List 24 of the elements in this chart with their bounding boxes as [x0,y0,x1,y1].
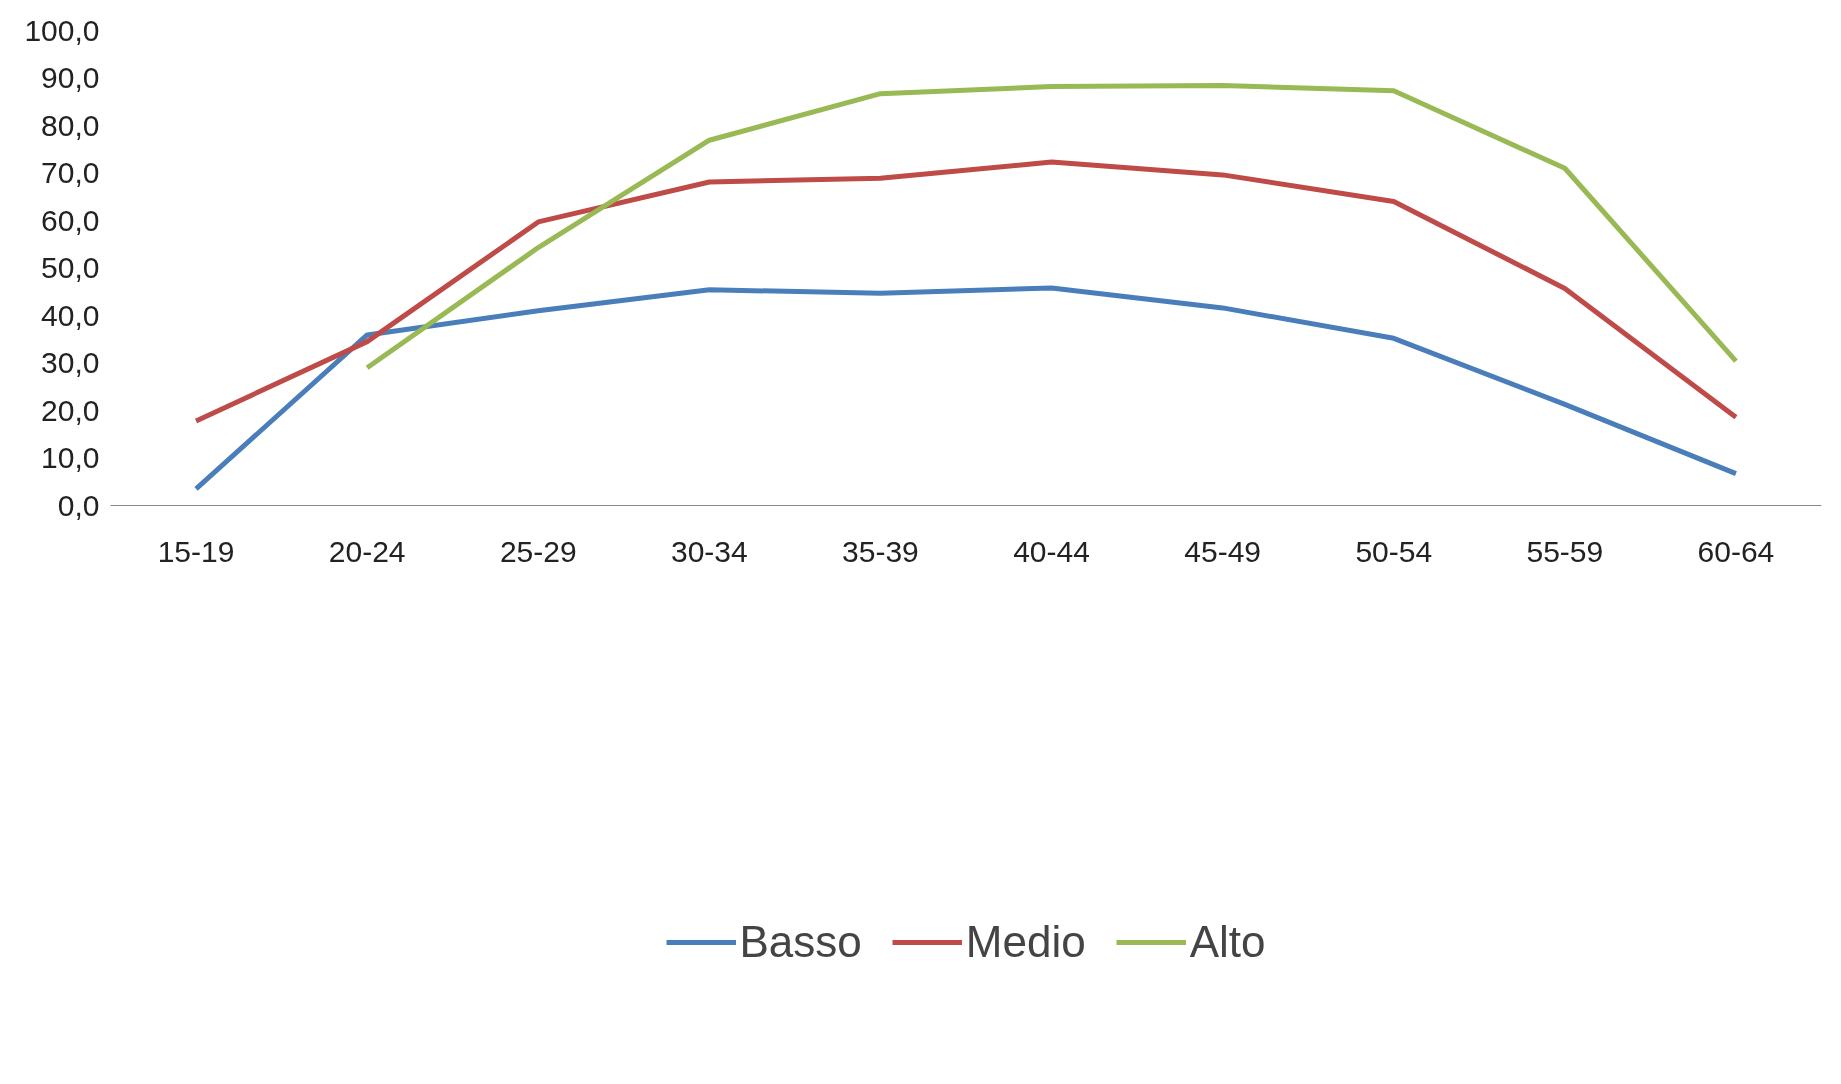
y-tick-label: 60,0 [41,203,100,237]
x-tick-label: 60-64 [1697,534,1775,568]
x-tick-label: 35-39 [842,534,919,568]
y-tick-label: 0,0 [57,488,100,522]
y-tick-label: 80,0 [41,108,100,142]
y-tick-label: 20,0 [41,393,100,427]
x-tick-label: 40-44 [1013,534,1090,568]
y-tick-label: 100,0 [24,13,100,47]
legend-label: Medio [965,916,1086,967]
y-tick-label: 70,0 [41,156,100,189]
y-tick-label: 90,0 [41,61,100,94]
legend-label: Alto [1189,916,1266,967]
legend-label: Basso [739,916,862,967]
x-tick-label: 30-34 [670,534,748,568]
x-tick-label: 20-24 [328,534,406,568]
x-tick-label: 15-19 [157,534,235,568]
y-tick-label: 30,0 [41,346,100,379]
x-tick-label: 50-54 [1355,534,1433,568]
y-tick-label: 10,0 [41,441,100,474]
y-tick-label: 50,0 [41,251,100,284]
x-tick-label: 25-29 [499,534,577,568]
x-tick-label: 45-49 [1184,534,1262,568]
y-tick-label: 40,0 [41,298,100,332]
x-tick-label: 55-59 [1526,534,1604,568]
